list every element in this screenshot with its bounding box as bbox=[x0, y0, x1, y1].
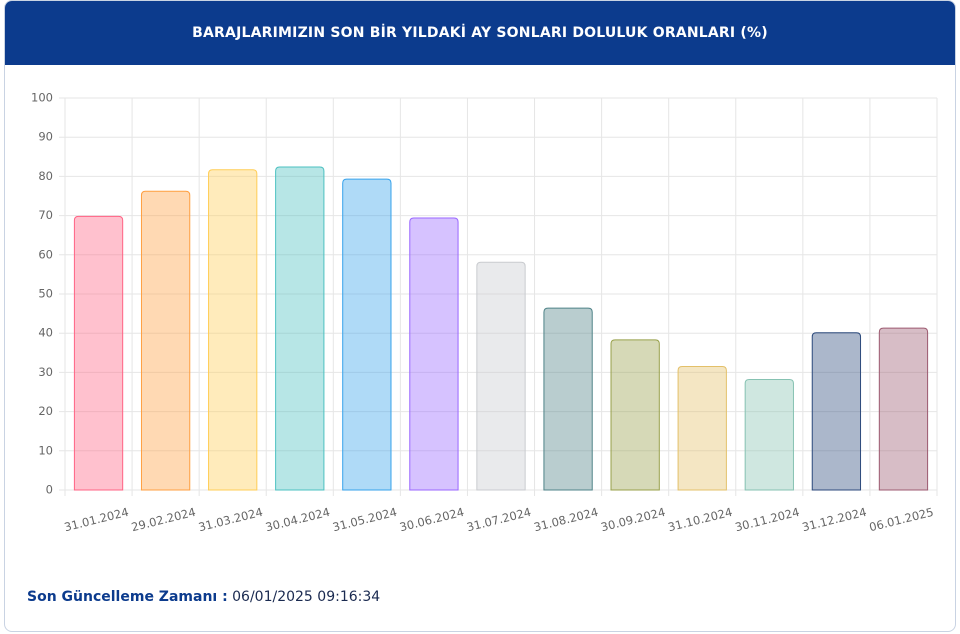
y-tick-label: 20 bbox=[38, 404, 53, 418]
y-tick-label: 10 bbox=[38, 443, 53, 457]
bar bbox=[878, 327, 929, 491]
x-tick-label: 31.08.2024 bbox=[532, 505, 599, 535]
bar bbox=[811, 332, 862, 491]
bar bbox=[744, 378, 794, 491]
x-tick-label: 31.07.2024 bbox=[465, 505, 532, 535]
y-tick-label: 90 bbox=[38, 130, 53, 144]
chart: 0 10 20 30 40 50 60 70 80 90 100 31.01.2024 29.02.20… bbox=[31, 91, 938, 535]
footer: Son Güncelleme Zamanı : 06/01/2025 09:16… bbox=[27, 589, 380, 605]
bar bbox=[208, 169, 258, 491]
bar bbox=[275, 166, 325, 491]
bar bbox=[476, 261, 526, 491]
update-label: Son Güncelleme Zamanı : bbox=[27, 589, 228, 605]
y-tick-label: 0 bbox=[46, 483, 53, 497]
bar bbox=[677, 366, 727, 491]
x-tick-label: 30.06.2024 bbox=[398, 505, 465, 535]
x-tick-label: 31.01.2024 bbox=[63, 505, 130, 535]
y-tick-label: 40 bbox=[38, 326, 53, 340]
update-time: 06/01/2025 09:16:34 bbox=[232, 589, 381, 605]
card: BARAJLARIMIZIN SON BİR YILDAKİ AY SONLAR… bbox=[4, 0, 956, 632]
x-tick-label: 31.05.2024 bbox=[331, 505, 398, 535]
y-tick-label: 60 bbox=[38, 247, 53, 261]
y-tick-label: 70 bbox=[38, 208, 53, 222]
bar bbox=[409, 217, 459, 491]
y-tick-label: 100 bbox=[31, 91, 53, 105]
bar bbox=[73, 215, 124, 491]
x-tick-label: 30.04.2024 bbox=[264, 505, 331, 535]
y-tick-label: 50 bbox=[38, 287, 53, 301]
x-tick-label: 31.03.2024 bbox=[197, 505, 264, 535]
bar bbox=[543, 307, 593, 491]
x-tick-label: 29.02.2024 bbox=[130, 505, 197, 535]
x-tick-label: 31.10.2024 bbox=[666, 505, 733, 535]
x-tick-label: 30.09.2024 bbox=[599, 505, 666, 535]
bar bbox=[140, 190, 191, 491]
y-tick-label: 80 bbox=[38, 169, 53, 183]
chart-title: BARAJLARIMIZIN SON BİR YILDAKİ AY SONLAR… bbox=[5, 1, 955, 65]
bar bbox=[610, 339, 660, 491]
x-tick-label: 06.01.2025 bbox=[868, 505, 935, 535]
x-tick-label: 31.12.2024 bbox=[801, 505, 868, 535]
x-tick-label: 30.11.2024 bbox=[734, 505, 801, 535]
bar bbox=[342, 178, 392, 491]
y-tick-label: 30 bbox=[38, 365, 53, 379]
